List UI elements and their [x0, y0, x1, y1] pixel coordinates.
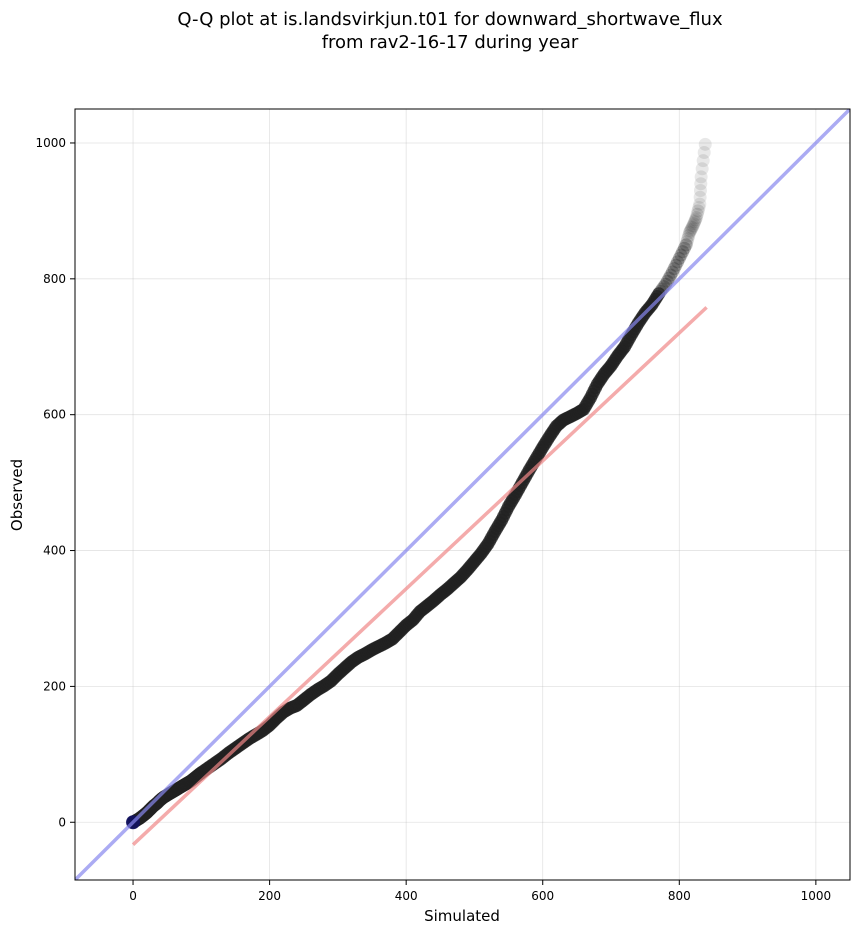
- data-point: [669, 258, 683, 272]
- y-tick-label: 0: [58, 815, 66, 829]
- data-point: [694, 177, 708, 191]
- data-point: [680, 235, 694, 249]
- y-axis-ticks: 0 200 400 600 800 1000: [35, 136, 75, 829]
- data-point: [682, 229, 696, 243]
- data-points: [126, 137, 712, 830]
- chart-title-line-1: Q-Q plot at is.landsvirkjun.t01 for down…: [177, 9, 723, 30]
- data-point: [681, 232, 695, 246]
- y-tick-label: 400: [43, 544, 66, 558]
- data-point: [687, 217, 701, 231]
- x-axis-label: Simulated: [424, 907, 500, 925]
- data-point: [664, 268, 678, 282]
- chart-title-line-2: from rav2-16-17 during year: [322, 32, 579, 53]
- trend-lines: [75, 109, 850, 880]
- data-point: [693, 197, 707, 211]
- x-tick-label: 1000: [801, 889, 832, 903]
- data-point: [674, 248, 688, 262]
- data-point: [665, 265, 679, 279]
- data-point: [691, 204, 705, 218]
- x-tick-label: 600: [531, 889, 554, 903]
- data-point: [695, 162, 709, 176]
- data-point: [660, 274, 674, 288]
- data-point: [662, 271, 676, 285]
- data-point: [684, 222, 698, 236]
- data-point: [693, 190, 707, 204]
- x-axis-ticks: 0 200 400 600 800 1000: [129, 880, 831, 903]
- plot-frame: [74, 108, 851, 881]
- data-point: [692, 200, 706, 214]
- x-tick-label: 0: [129, 889, 137, 903]
- y-tick-label: 600: [43, 408, 66, 422]
- data-point: [688, 215, 702, 229]
- data-point: [689, 211, 703, 225]
- data-point: [683, 224, 697, 238]
- x-tick-label: 400: [395, 889, 418, 903]
- y-axis-label: Observed: [8, 459, 26, 531]
- data-point: [683, 226, 697, 240]
- data-point: [689, 213, 703, 227]
- x-tick-label: 800: [668, 889, 691, 903]
- data-point: [693, 184, 707, 198]
- fit-line: [131, 306, 708, 846]
- y-tick-label: 1000: [35, 136, 66, 150]
- data-point: [676, 245, 690, 259]
- data-point: [679, 238, 693, 252]
- data-point: [694, 170, 708, 184]
- data-point: [685, 221, 699, 235]
- data-point: [686, 219, 700, 233]
- data-point: [698, 137, 712, 151]
- data-point: [697, 145, 711, 159]
- data-point: [696, 154, 710, 168]
- plot-area: [75, 109, 850, 880]
- data-point: [690, 207, 704, 221]
- reference-line: [75, 109, 850, 880]
- data-point: [672, 251, 686, 265]
- data-point: [671, 255, 685, 269]
- grid-lines: [75, 109, 850, 880]
- y-tick-label: 800: [43, 272, 66, 286]
- data-point: [667, 262, 681, 276]
- chart-title: Q-Q plot at is.landsvirkjun.t01 for down…: [177, 9, 723, 53]
- data-point: [677, 241, 691, 255]
- y-tick-label: 200: [43, 679, 66, 693]
- x-tick-label: 200: [258, 889, 281, 903]
